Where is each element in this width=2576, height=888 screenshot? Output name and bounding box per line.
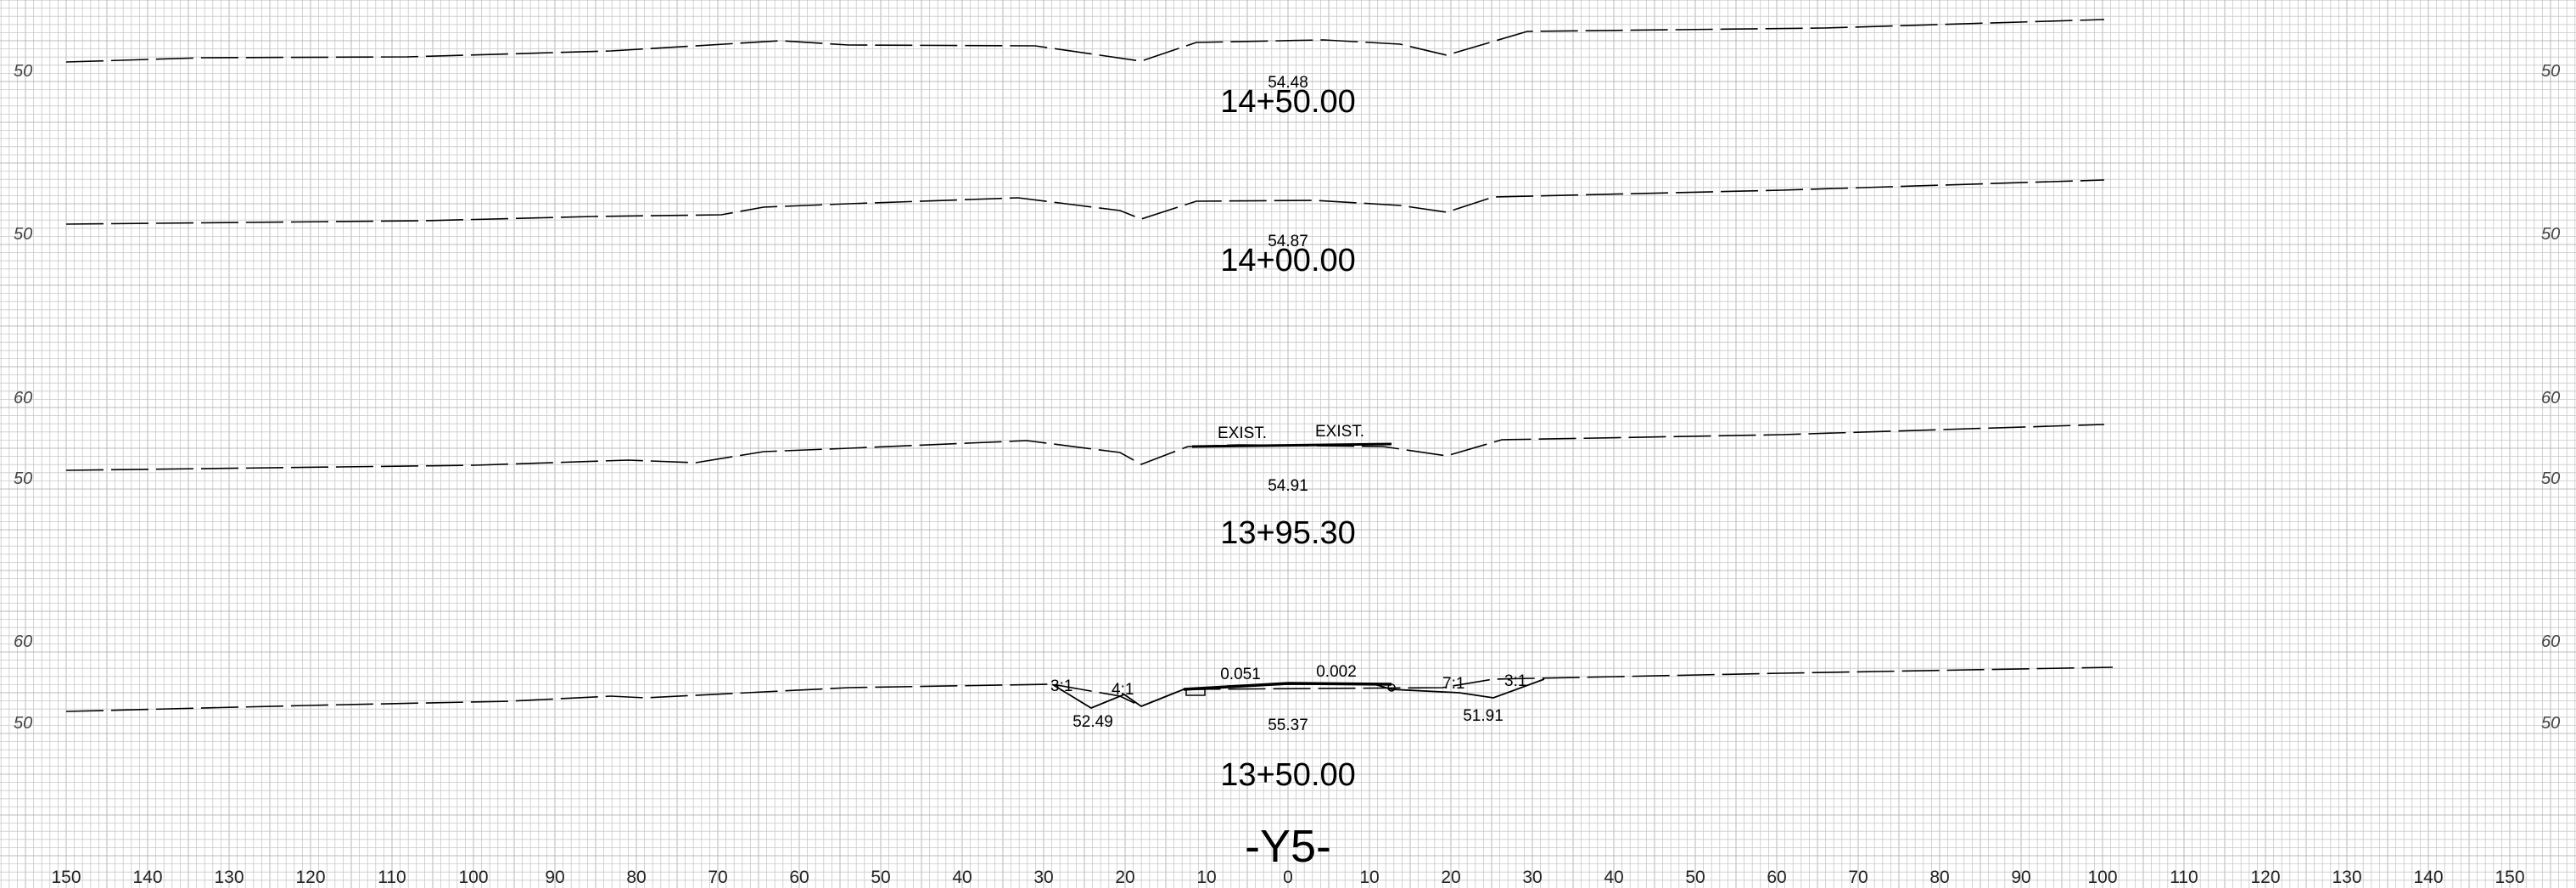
offset-tick-label: 40: [1604, 868, 1623, 887]
offset-tick-label: 70: [1848, 868, 1868, 887]
ditch-elevation: 51.91: [1463, 707, 1504, 725]
elev-label-right: 60: [2541, 632, 2560, 651]
offset-tick-label: 80: [1929, 868, 1949, 887]
station-label: 14+00.00: [1220, 243, 1356, 278]
offset-tick-label: 30: [1522, 868, 1542, 887]
offset-tick-label: 30: [1033, 868, 1053, 887]
offset-tick-label: 100: [2087, 868, 2117, 887]
elev-label: 50: [14, 62, 32, 81]
elev-label-right: 50: [2541, 714, 2560, 733]
offset-tick-label: 70: [708, 868, 727, 887]
offset-tick-label: 110: [2170, 868, 2198, 887]
offset-tick-label: 130: [2332, 868, 2361, 887]
elev-label-right: 50: [2541, 469, 2560, 488]
offset-tick-label: 90: [545, 868, 564, 887]
centerline-elevation: 55.37: [1268, 717, 1308, 734]
offset-tick-label: 40: [952, 868, 972, 887]
offset-tick-label: 140: [2413, 868, 2443, 887]
offset-tick-label: 80: [626, 868, 646, 887]
offset-tick-label: 50: [871, 868, 890, 887]
offset-tick-label: 120: [295, 868, 325, 887]
drawing-title: -Y5-: [1245, 821, 1331, 872]
offset-tick-label: 60: [1767, 868, 1786, 887]
offset-tick-label: 100: [458, 868, 488, 887]
offset-tick-label: 140: [132, 868, 162, 887]
offset-tick-label: 150: [2495, 868, 2524, 887]
cross-slope-label: 0.051: [1220, 666, 1261, 683]
pavement-right: [1288, 683, 1392, 684]
slope-label: 3:1: [1504, 672, 1526, 690]
offset-tick-label: 130: [214, 868, 244, 887]
slope-label: 7:1: [1442, 675, 1464, 693]
elev-label: 50: [14, 225, 32, 244]
offset-tick-label: 120: [2250, 868, 2280, 887]
offset-tick-label: 150: [51, 868, 81, 887]
elev-label-right: 50: [2541, 225, 2560, 244]
ditch-elevation: 52.49: [1072, 713, 1113, 731]
slope-label: 3:1: [1050, 677, 1072, 695]
cross-slope-label: 0.002: [1316, 663, 1357, 681]
offset-tick-label: 50: [1685, 868, 1705, 887]
offset-tick-label: 110: [378, 868, 406, 887]
elev-label-right: 60: [2541, 389, 2560, 407]
offset-tick-label: 10: [1359, 868, 1379, 887]
offset-tick-label: 60: [789, 868, 809, 887]
exist-label: EXIST.: [1218, 424, 1267, 442]
elev-label: 60: [14, 389, 32, 407]
elev-label: 60: [14, 632, 32, 651]
elev-label-right: 50: [2541, 62, 2560, 81]
offset-tick-label: 0: [1283, 868, 1293, 887]
elev-label: 50: [14, 469, 32, 488]
exist-label: EXIST.: [1315, 423, 1364, 441]
offset-tick-label: 20: [1441, 868, 1460, 887]
station-label: 13+50.00: [1220, 757, 1356, 793]
station-label: 13+95.30: [1220, 515, 1356, 551]
elev-label: 50: [14, 714, 32, 733]
station-label: 14+50.00: [1220, 84, 1356, 120]
centerline-elevation: 54.91: [1268, 477, 1308, 495]
offset-tick-label: 20: [1115, 868, 1134, 887]
slope-label: 4:1: [1112, 681, 1134, 699]
offset-tick-label: 90: [2011, 868, 2030, 887]
offset-tick-label: 10: [1196, 868, 1216, 887]
